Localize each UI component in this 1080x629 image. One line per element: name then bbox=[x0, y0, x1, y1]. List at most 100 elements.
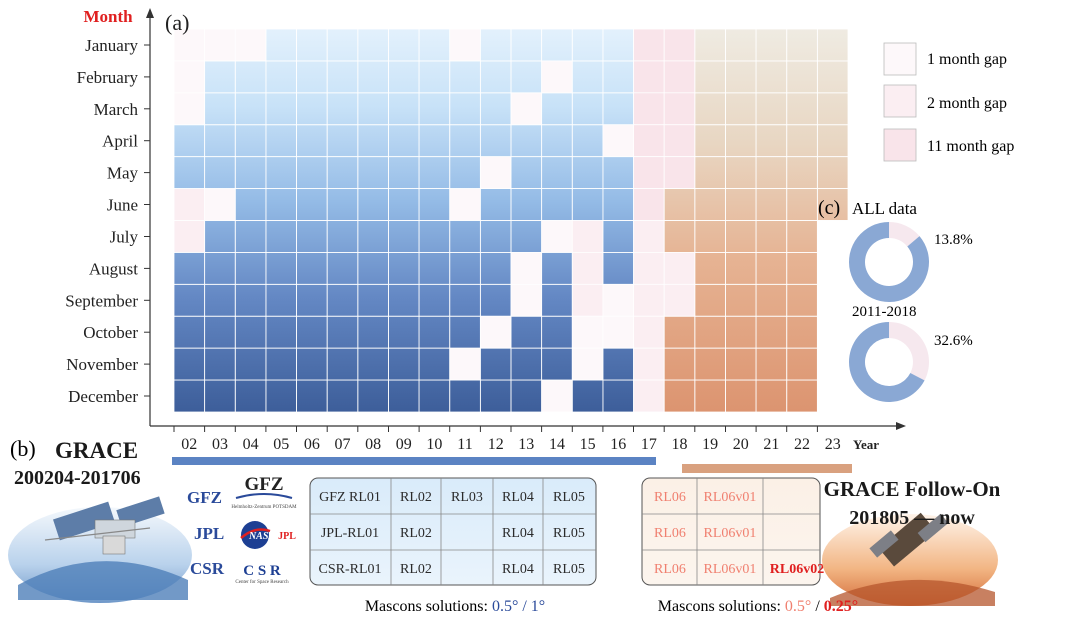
month-label: November bbox=[66, 355, 138, 374]
panel-b: (b) GRACE 200204-201706 GFZ JPL CSR GFZ … bbox=[8, 436, 1001, 615]
heatmap-cell bbox=[204, 28, 236, 62]
month-labels: January February March April May June July Augu… bbox=[65, 36, 138, 406]
release-cell: RL05 bbox=[553, 562, 585, 577]
center-gfz: GFZ bbox=[187, 488, 222, 507]
svg-text:NASA: NASA bbox=[248, 531, 275, 542]
heatmap-cell bbox=[633, 124, 665, 158]
heatmap-cell bbox=[633, 347, 665, 381]
release-cell: RL03 bbox=[451, 490, 483, 505]
heatmap-cell bbox=[816, 252, 849, 285]
month-label: July bbox=[110, 228, 139, 247]
month-label: February bbox=[77, 68, 139, 87]
heatmap-cell bbox=[633, 28, 665, 62]
heatmap-cell bbox=[541, 379, 573, 413]
heatmap-cell bbox=[449, 347, 481, 381]
fo-period-bar bbox=[682, 464, 852, 473]
heatmap-cell bbox=[663, 60, 696, 94]
month-label: June bbox=[107, 196, 138, 215]
release-cell: GFZ RL01 bbox=[319, 490, 381, 505]
release-cell: RL06 bbox=[654, 526, 686, 541]
donut-1-pct: 13.8% bbox=[934, 232, 973, 248]
grace-period-bar bbox=[172, 457, 656, 465]
donut-available-slice bbox=[849, 322, 925, 403]
heatmap-cell bbox=[633, 156, 665, 189]
heatmap-cell bbox=[633, 283, 665, 317]
heatmap-cell bbox=[633, 315, 665, 349]
month-label: May bbox=[107, 164, 139, 183]
release-cell: RL06v01 bbox=[704, 562, 757, 577]
heatmap-cell bbox=[663, 124, 696, 158]
release-cell: CSR-RL01 bbox=[318, 562, 381, 577]
year-label: 09 bbox=[396, 436, 412, 453]
mascons-right: Mascons solutions: 0.5° / 0.25° bbox=[658, 598, 858, 615]
heatmap-cell bbox=[633, 252, 665, 285]
heatmap-cell bbox=[816, 315, 849, 349]
svg-text:GFZ: GFZ bbox=[244, 474, 283, 495]
release-cell: RL06v01 bbox=[704, 526, 757, 541]
month-label: January bbox=[85, 36, 138, 55]
axis-ticks bbox=[144, 44, 818, 432]
year-label: 05 bbox=[273, 436, 289, 453]
heatmap-cell bbox=[633, 220, 665, 253]
fo-release-table: RL06 RL06v01 RL06 RL06v01 RL06 RL06v01 RL06v02 bbox=[641, 477, 824, 586]
heatmap-cell bbox=[633, 188, 665, 221]
year-label: 04 bbox=[243, 436, 259, 453]
heatmap-cell bbox=[173, 60, 206, 94]
year-label: 13 bbox=[518, 436, 534, 453]
grace-period: 200204-201706 bbox=[14, 467, 141, 489]
month-label: August bbox=[89, 259, 138, 278]
legend-label-3: 11 month gap bbox=[927, 138, 1014, 155]
release-cell: RL04 bbox=[502, 526, 534, 541]
year-label: 19 bbox=[702, 436, 718, 453]
donut-available-slice bbox=[849, 222, 929, 302]
year-label: 17 bbox=[641, 436, 657, 453]
fo-period: 201805 — now bbox=[849, 507, 975, 529]
release-cell: RL04 bbox=[502, 562, 534, 577]
year-label: 15 bbox=[580, 436, 596, 453]
heatmap-cell bbox=[510, 283, 543, 317]
heatmap-cell bbox=[602, 124, 634, 158]
release-cell: RL06v01 bbox=[704, 490, 757, 505]
grace-title: GRACE bbox=[55, 438, 138, 463]
heatmap-cell bbox=[571, 347, 604, 381]
heatmap-cell bbox=[173, 188, 206, 221]
heatmap-cell bbox=[663, 156, 696, 189]
release-cell: RL05 bbox=[553, 526, 585, 541]
heatmap-cell bbox=[633, 379, 665, 413]
year-label: 07 bbox=[335, 436, 351, 453]
release-cell: RL02 bbox=[400, 562, 432, 577]
legend-swatch-2 bbox=[883, 84, 917, 118]
gfz-logo: GFZ Helmholtz-Zentrum POTSDAM bbox=[231, 474, 297, 510]
month-label: March bbox=[94, 100, 139, 119]
donut-1-title: ALL data bbox=[852, 199, 917, 218]
donut-all-data bbox=[849, 222, 929, 302]
release-cell: RL06v02 bbox=[770, 562, 824, 577]
y-axis-title: Month bbox=[83, 7, 133, 26]
axes bbox=[146, 8, 906, 430]
heatmap-cell bbox=[571, 252, 604, 285]
center-jpl: JPL bbox=[194, 524, 224, 543]
month-label: April bbox=[102, 132, 138, 151]
heatmap-cell bbox=[816, 283, 849, 317]
panel-a-label: (a) bbox=[165, 10, 189, 35]
year-label: 03 bbox=[212, 436, 228, 453]
year-label: 20 bbox=[733, 436, 749, 453]
heatmap-cell bbox=[571, 220, 604, 253]
fo-satellite-image bbox=[822, 512, 998, 606]
heatmap bbox=[173, 28, 849, 413]
heatmap-cell bbox=[602, 315, 634, 349]
legend-label-2: 2 month gap bbox=[927, 95, 1007, 112]
x-axis-title: Year bbox=[853, 437, 879, 452]
heatmap-cell bbox=[602, 283, 634, 317]
svg-text:C S R: C S R bbox=[243, 563, 281, 579]
year-label: 10 bbox=[426, 436, 442, 453]
year-label: 06 bbox=[304, 436, 320, 453]
year-label: 23 bbox=[825, 436, 841, 453]
heatmap-cell bbox=[633, 92, 665, 126]
heatmap-cell bbox=[633, 60, 665, 94]
panel-c-label: (c) bbox=[818, 197, 840, 219]
svg-text:Helmholtz-Zentrum POTSDAM: Helmholtz-Zentrum POTSDAM bbox=[231, 505, 297, 510]
heatmap-cell bbox=[234, 28, 267, 62]
panel-b-label: (b) bbox=[10, 436, 36, 461]
grace-satellite-image bbox=[8, 496, 192, 603]
